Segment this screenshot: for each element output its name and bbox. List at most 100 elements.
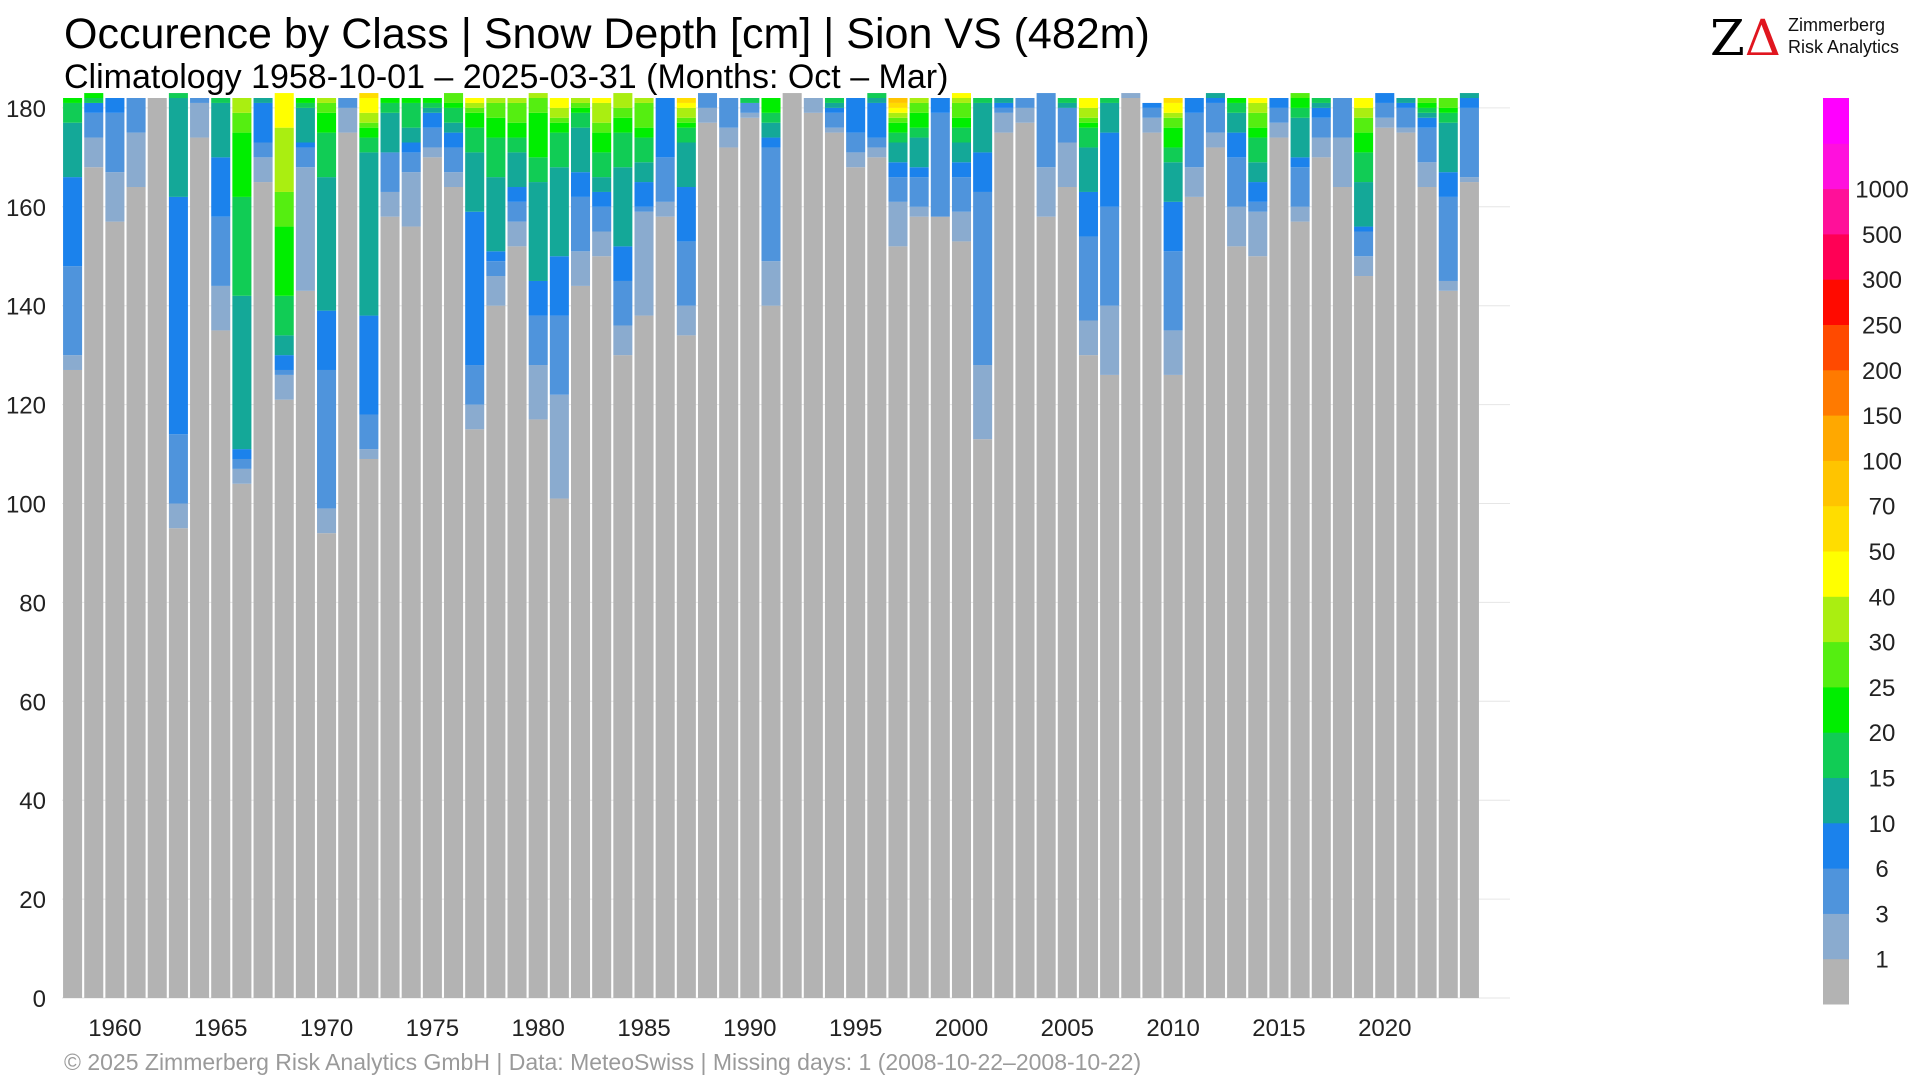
bar-segment: [655, 98, 675, 158]
bar-segment: [274, 369, 294, 375]
bar-segment: [105, 112, 125, 173]
bar-segment: [973, 439, 993, 998]
bar-segment: [549, 98, 569, 108]
bar-segment: [697, 107, 718, 123]
x-tick-label: 1985: [617, 1015, 670, 1042]
bar-stack: [994, 98, 1014, 999]
bar-segment: [274, 127, 294, 192]
bar-segment: [528, 365, 548, 420]
bar-segment: [422, 147, 442, 158]
bar-segment: [232, 458, 252, 469]
bar-segment: [1311, 137, 1331, 158]
bar-segment: [507, 246, 527, 998]
bar-segment: [465, 211, 485, 366]
bar-segment: [168, 503, 188, 529]
bar-segment: [1248, 98, 1268, 103]
colorbar-swatch: [1823, 143, 1849, 190]
bar-segment: [317, 177, 337, 311]
bar-segment: [761, 98, 781, 113]
bar-segment: [613, 280, 633, 326]
bar-segment: [84, 102, 104, 113]
bar-segment: [1078, 107, 1098, 118]
bar-segment: [1078, 117, 1098, 123]
bar-segment: [465, 127, 485, 153]
bar-segment: [951, 117, 972, 128]
bar-segment: [1163, 374, 1183, 998]
bar-segment: [1142, 102, 1162, 108]
bar-segment: [824, 102, 845, 108]
colorbar-label: 6: [1875, 856, 1888, 883]
x-tick-label: 2005: [1041, 1015, 1094, 1042]
bar-segment: [1438, 98, 1458, 108]
bar-segment: [232, 132, 252, 197]
bar-segment: [1100, 374, 1120, 998]
bar-segment: [359, 127, 379, 138]
bar-segment: [232, 295, 252, 450]
bar-segment: [867, 157, 887, 999]
bar-segment: [1078, 122, 1098, 128]
colorbar-label: 25: [1869, 675, 1896, 702]
y-tick-label: 80: [19, 590, 46, 617]
bar-segment: [84, 137, 104, 168]
bar-stack: [867, 93, 887, 999]
bar-segment: [592, 177, 612, 192]
bar-stack: [1375, 93, 1395, 998]
bar-segment: [1354, 117, 1374, 133]
bar-stack: [1184, 98, 1204, 998]
bar-segment: [951, 211, 972, 242]
bar-segment: [824, 132, 845, 999]
bar-segment: [444, 102, 464, 108]
bar-segment: [1396, 107, 1416, 128]
bar-segment: [1417, 102, 1437, 108]
bar-segment: [401, 98, 421, 103]
bar-segment: [888, 162, 908, 178]
bar-segment: [613, 246, 633, 281]
colorbar-swatch: [1823, 279, 1849, 325]
bar-segment: [973, 102, 993, 153]
x-tick-label: 1975: [406, 1015, 459, 1042]
bar-segment: [1354, 231, 1374, 257]
bar-segment: [1205, 147, 1225, 998]
bar-segment: [63, 102, 83, 123]
colorbar-label: 150: [1862, 403, 1902, 430]
bar-segment: [549, 256, 569, 316]
bar-segment: [740, 98, 760, 103]
bar-segment: [63, 266, 83, 356]
bar-segment: [613, 355, 633, 999]
bar-segment: [1248, 112, 1268, 128]
bar-segment: [1459, 93, 1479, 98]
bar-segment: [951, 241, 972, 998]
bar-segment: [1248, 162, 1268, 183]
bar-stack: [676, 98, 696, 998]
bar-segment: [168, 98, 188, 197]
bar-segment: [253, 182, 273, 999]
colorbar-label: 1: [1875, 947, 1888, 974]
bar-stack: [253, 98, 273, 999]
bar-segment: [380, 191, 400, 217]
bar-stack: [168, 93, 188, 998]
bar-segment: [1375, 127, 1395, 998]
bar-segment: [570, 251, 591, 286]
bar-segment: [1290, 157, 1310, 168]
bar-segment: [930, 112, 950, 217]
bar-segment: [528, 157, 548, 183]
bar-segment: [1163, 330, 1183, 375]
bar-segment: [1184, 98, 1204, 113]
x-tick-label: 2020: [1358, 1015, 1411, 1042]
bar-stack: [655, 98, 675, 998]
bar-segment: [1078, 98, 1098, 108]
x-tick-label: 2010: [1146, 1015, 1199, 1042]
bar-segment: [444, 187, 464, 998]
bar-segment: [1100, 98, 1120, 103]
bar-segment: [888, 142, 908, 163]
y-axis: 0 20 40 60 80 100 120 140 160 180: [6, 96, 46, 1013]
bar-segment: [592, 206, 612, 232]
bar-stack: [846, 98, 866, 998]
bar-segment: [909, 216, 929, 998]
bar-segment: [1163, 201, 1183, 252]
bar-segment: [740, 102, 760, 113]
bar-segment: [676, 107, 696, 118]
bar-segment: [1396, 98, 1416, 103]
bar-segment: [549, 498, 569, 998]
